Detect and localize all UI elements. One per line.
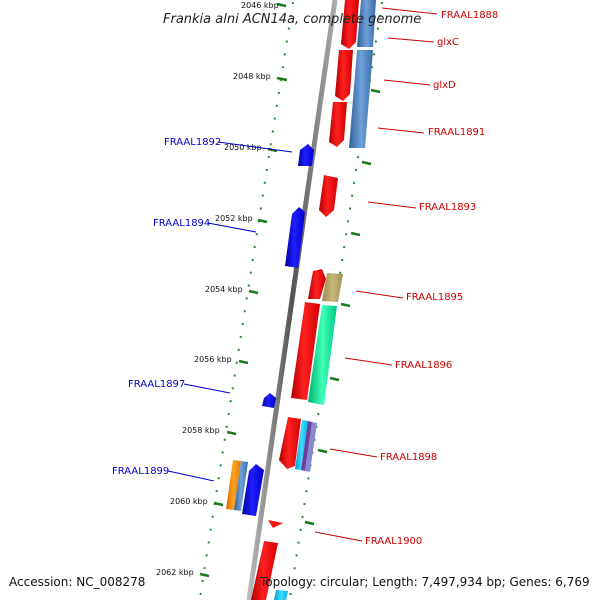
gene-fraal1898-partner-a[interactable] xyxy=(295,420,308,470)
gene-glxd[interactable] xyxy=(349,50,373,148)
gene-label-fraal1898[interactable]: FRAAL1898 xyxy=(380,452,437,463)
scale-label-2062: 2062 kbp xyxy=(156,568,194,577)
gene-fraal1894[interactable] xyxy=(285,207,305,268)
gene-label-fraal1896[interactable]: FRAAL1896 xyxy=(395,360,452,371)
scale-label-2060: 2060 kbp xyxy=(170,497,208,506)
gene-label-fraal1899[interactable]: FRAAL1899 xyxy=(112,466,169,477)
gene-fraal1888-partner[interactable] xyxy=(357,0,376,47)
scale-label-2052: 2052 kbp xyxy=(215,214,253,223)
gene-label-fraal1891[interactable]: FRAAL1891 xyxy=(428,127,485,138)
gene-label-glxd[interactable]: glxD xyxy=(433,80,456,91)
gene-fraal1895[interactable] xyxy=(308,269,326,299)
gene-fraal1896[interactable] xyxy=(291,302,320,400)
scale-ticks-right xyxy=(304,88,381,526)
gene-fraal1898-partner-b[interactable] xyxy=(301,421,312,471)
gene-fraal1899-partner-b[interactable] xyxy=(234,461,248,511)
scale-label-2050: 2050 kbp xyxy=(224,143,262,152)
reverse-label-leaders xyxy=(167,141,293,482)
scale-label-2058: 2058 kbp xyxy=(182,426,220,435)
gene-bottom-2[interactable] xyxy=(274,590,288,600)
gene-fraal1896-partner[interactable] xyxy=(308,305,337,405)
gene-fraal1900[interactable] xyxy=(268,520,283,528)
gene-fraal1899-partner-a[interactable] xyxy=(226,460,241,510)
gene-label-fraal1888[interactable]: FRAAL1888 xyxy=(441,10,498,21)
gene-label-fraal1895[interactable]: FRAAL1895 xyxy=(406,292,463,303)
gene-fraal1895-partner[interactable] xyxy=(322,273,343,302)
gene-label-glxc[interactable]: glxC xyxy=(437,37,459,48)
topology-footer: Topology: circular; Length: 7,497,934 bp… xyxy=(260,575,590,589)
genome-backbone xyxy=(246,0,338,600)
scale-label-2048: 2048 kbp xyxy=(233,72,271,81)
gene-fraal1893[interactable] xyxy=(319,175,338,217)
gene-bottom-1[interactable] xyxy=(251,541,278,600)
map-title: Frankia alni ACN14a, complete genome xyxy=(163,12,421,27)
scale-label-2056: 2056 kbp xyxy=(194,355,232,364)
gene-fraal1898-partner-c[interactable] xyxy=(305,422,317,472)
gene-label-fraal1894[interactable]: FRAAL1894 xyxy=(153,218,210,229)
gene-fraal1898[interactable] xyxy=(279,417,301,469)
scale-label-2046: 2046 kbp xyxy=(241,1,279,10)
gene-fraal1899[interactable] xyxy=(242,464,264,516)
gene-fraal1891[interactable] xyxy=(329,102,347,147)
gene-label-fraal1892[interactable]: FRAAL1892 xyxy=(164,137,221,148)
accession-footer: Accession: NC_008278 xyxy=(9,575,146,589)
scale-label-2054: 2054 kbp xyxy=(205,285,243,294)
gene-fraal1892[interactable] xyxy=(298,144,314,166)
forward-label-leaders xyxy=(314,7,438,542)
gene-label-fraal1897[interactable]: FRAAL1897 xyxy=(128,379,185,390)
gene-label-fraal1893[interactable]: FRAAL1893 xyxy=(419,202,476,213)
gene-fraal1897[interactable] xyxy=(262,393,276,408)
gene-fraal1888[interactable] xyxy=(341,0,359,49)
gene-label-fraal1900[interactable]: FRAAL1900 xyxy=(365,536,422,547)
gene-glxc[interactable] xyxy=(335,50,353,101)
